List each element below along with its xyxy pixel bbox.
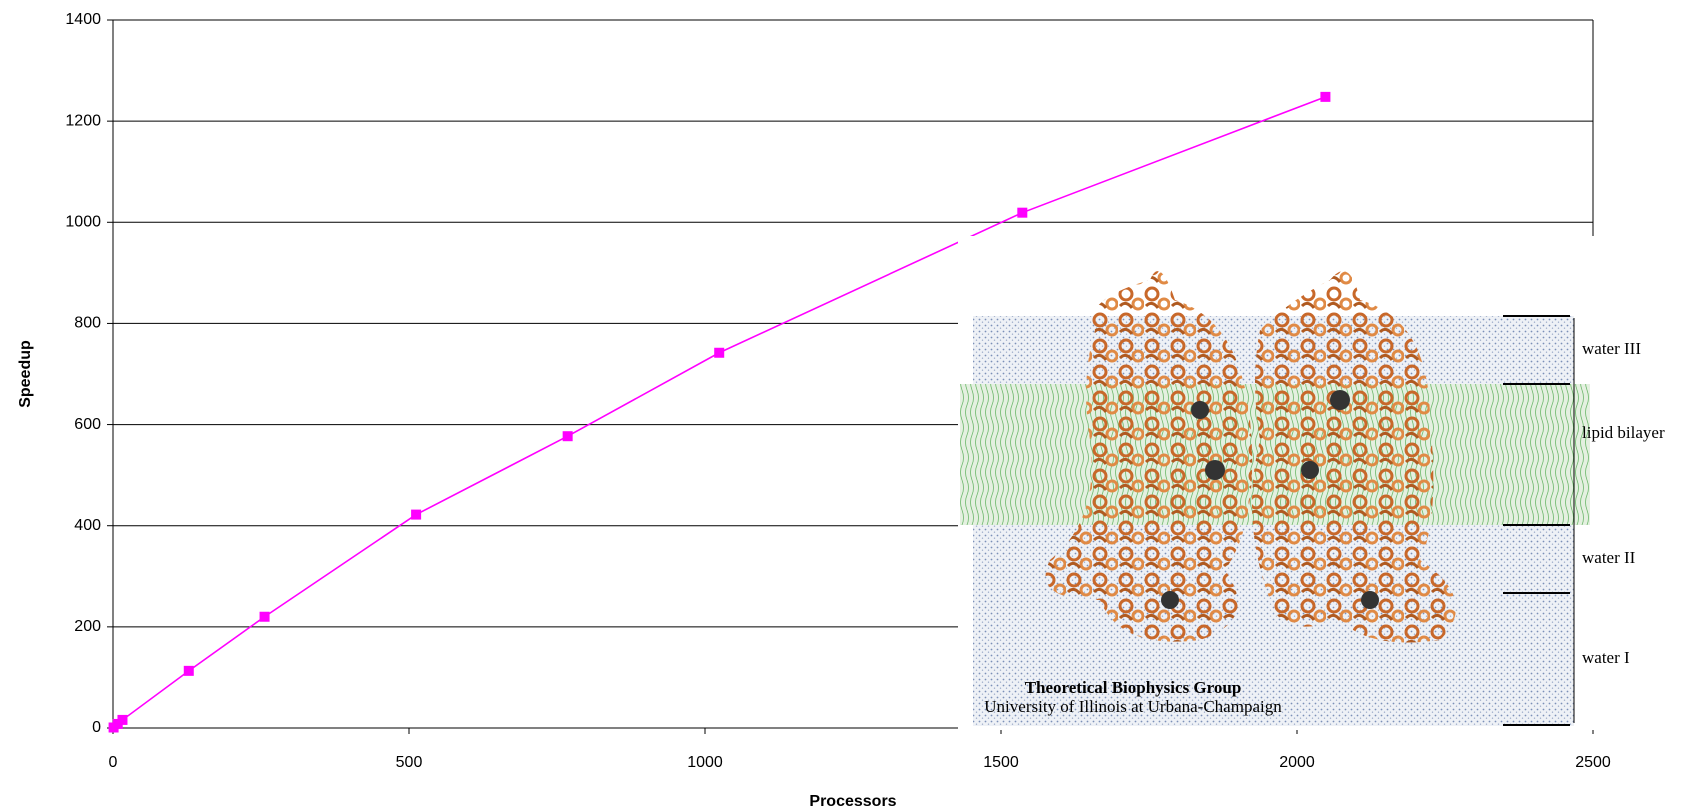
data-point — [117, 714, 128, 725]
inset-label: lipid bilayer — [1582, 423, 1665, 442]
bracket-lines — [1503, 315, 1575, 726]
inset-credit: Theoretical Biophysics Group — [1025, 678, 1242, 697]
x-tick-label: 1000 — [687, 754, 723, 771]
x-tick-label: 0 — [109, 754, 118, 771]
protein — [1045, 271, 1253, 642]
data-point — [714, 347, 725, 358]
cofactors — [1161, 390, 1379, 609]
y-tick-label: 1000 — [65, 214, 101, 231]
inset-label: water III — [1582, 339, 1641, 358]
x-tick-label: 1500 — [983, 754, 1019, 771]
data-point — [259, 611, 270, 622]
data-point — [1320, 91, 1331, 102]
protein — [1252, 271, 1456, 643]
inset-label: water II — [1582, 548, 1636, 567]
inset-label: water I — [1582, 648, 1630, 667]
data-point — [1017, 207, 1028, 218]
y-tick-label: 600 — [74, 416, 101, 433]
axes: 0 200 400 600 800 1000 1200 1400 0 500 1000 1500 200… — [17, 11, 1611, 810]
data-point — [183, 665, 194, 676]
inset-credit: University of Illinois at Urbana-Champai… — [984, 697, 1282, 716]
x-tick-label: 2500 — [1575, 754, 1611, 771]
y-tick-label: 1200 — [65, 112, 101, 129]
data-point — [411, 509, 422, 520]
y-tick-label: 200 — [74, 618, 101, 635]
x-axis-title: Processors — [809, 793, 896, 810]
y-tick-label: 0 — [92, 719, 101, 736]
x-tick-label: 2000 — [1279, 754, 1315, 771]
inset-figure: water III lipid bilayer water II water I The… — [958, 236, 1689, 730]
y-tick-label: 800 — [74, 315, 101, 332]
y-axis-title: Speedup — [17, 340, 34, 408]
y-tick-label: 1400 — [65, 11, 101, 28]
data-point — [562, 431, 573, 442]
y-tick-label: 400 — [74, 517, 101, 534]
x-tick-label: 500 — [396, 754, 423, 771]
